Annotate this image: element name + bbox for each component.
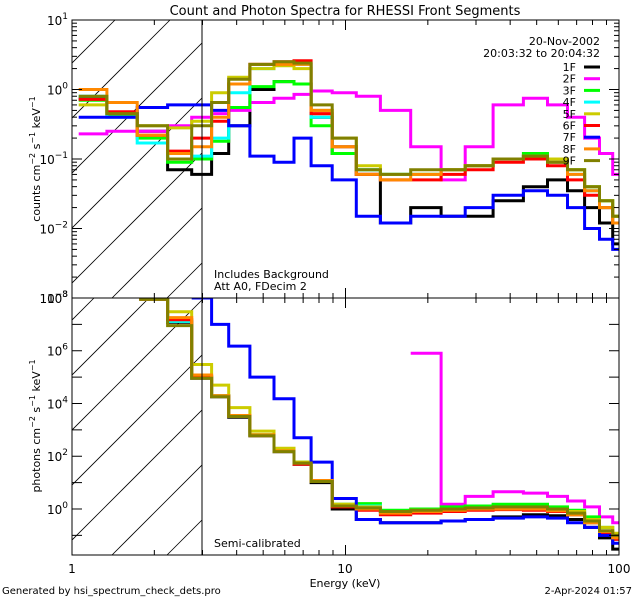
upper-series-group [78, 59, 619, 251]
y-tick-label: 108 [47, 290, 68, 306]
upper-y-axis-label: counts cm−2 s−1 keV−1 [28, 96, 43, 221]
legend-label-1F: 1F [563, 61, 576, 74]
chart-title: Count and Photon Spectra for RHESSI Fron… [170, 4, 521, 19]
x-tick-label-1: 1 [68, 562, 76, 576]
note-attenuator: Att A0, FDecim 2 [214, 280, 307, 293]
axis-ticks [71, 19, 619, 555]
y-tick-label: 100 [47, 82, 68, 98]
y-tick-label: 10−3 [39, 290, 68, 306]
y-tick-label: 10−2 [39, 221, 68, 237]
x-tick-label-100: 100 [608, 562, 631, 576]
hatch-line [72, 20, 226, 174]
legend-label-9F: 9F [563, 155, 576, 168]
hatch-line [72, 298, 150, 376]
hatch-line [0, 20, 5, 298]
note-includes-background: Includes Background [214, 268, 329, 281]
legend-label-4F: 4F [563, 96, 576, 109]
lower-series-group [139, 298, 619, 551]
note-semi-calibrated: Semi-calibrated [214, 537, 301, 550]
footer-generated-by: Generated by hsi_spectrum_check_dets.pro [2, 586, 221, 597]
legend-label-5F: 5F [563, 108, 576, 121]
legend-label-3F: 3F [563, 84, 576, 97]
upper-y-tick-labels: 101 100 10−1 10−2 10−3 [39, 12, 68, 306]
y-tick-label: 106 [47, 343, 68, 359]
y-tick-label: 10−1 [39, 151, 68, 167]
y-tick-label: 102 [47, 448, 68, 464]
observation-time-range: 20:03:32 to 20:04:32 [483, 47, 600, 60]
hatch-line [72, 298, 205, 431]
footer-timestamp: 2-Apr-2024 01:57 [545, 586, 632, 597]
x-axis-label: Energy (keV) [310, 577, 381, 590]
y-tick-label: 104 [47, 395, 68, 411]
legend-label-6F: 6F [563, 120, 576, 133]
legend-label-7F: 7F [563, 131, 576, 144]
count-series-2F [78, 89, 619, 182]
legend-label-2F: 2F [563, 73, 576, 86]
hatch-line [72, 20, 171, 119]
photon-series-2F [410, 351, 619, 525]
photon-series-9F [139, 298, 619, 537]
y-tick-label: 100 [47, 501, 68, 517]
lower-y-axis-label: photons cm−2 s−1 keV−1 [28, 359, 43, 492]
lower-y-tick-labels: 108 106 104 102 100 [47, 290, 68, 517]
legend-label-8F: 8F [563, 143, 576, 156]
observation-date: 20-Nov-2002 [529, 35, 600, 48]
x-tick-label-10: 10 [337, 562, 352, 576]
count-series-9F [78, 60, 619, 218]
y-tick-label: 101 [47, 12, 68, 28]
photon-series-7F [191, 298, 619, 545]
